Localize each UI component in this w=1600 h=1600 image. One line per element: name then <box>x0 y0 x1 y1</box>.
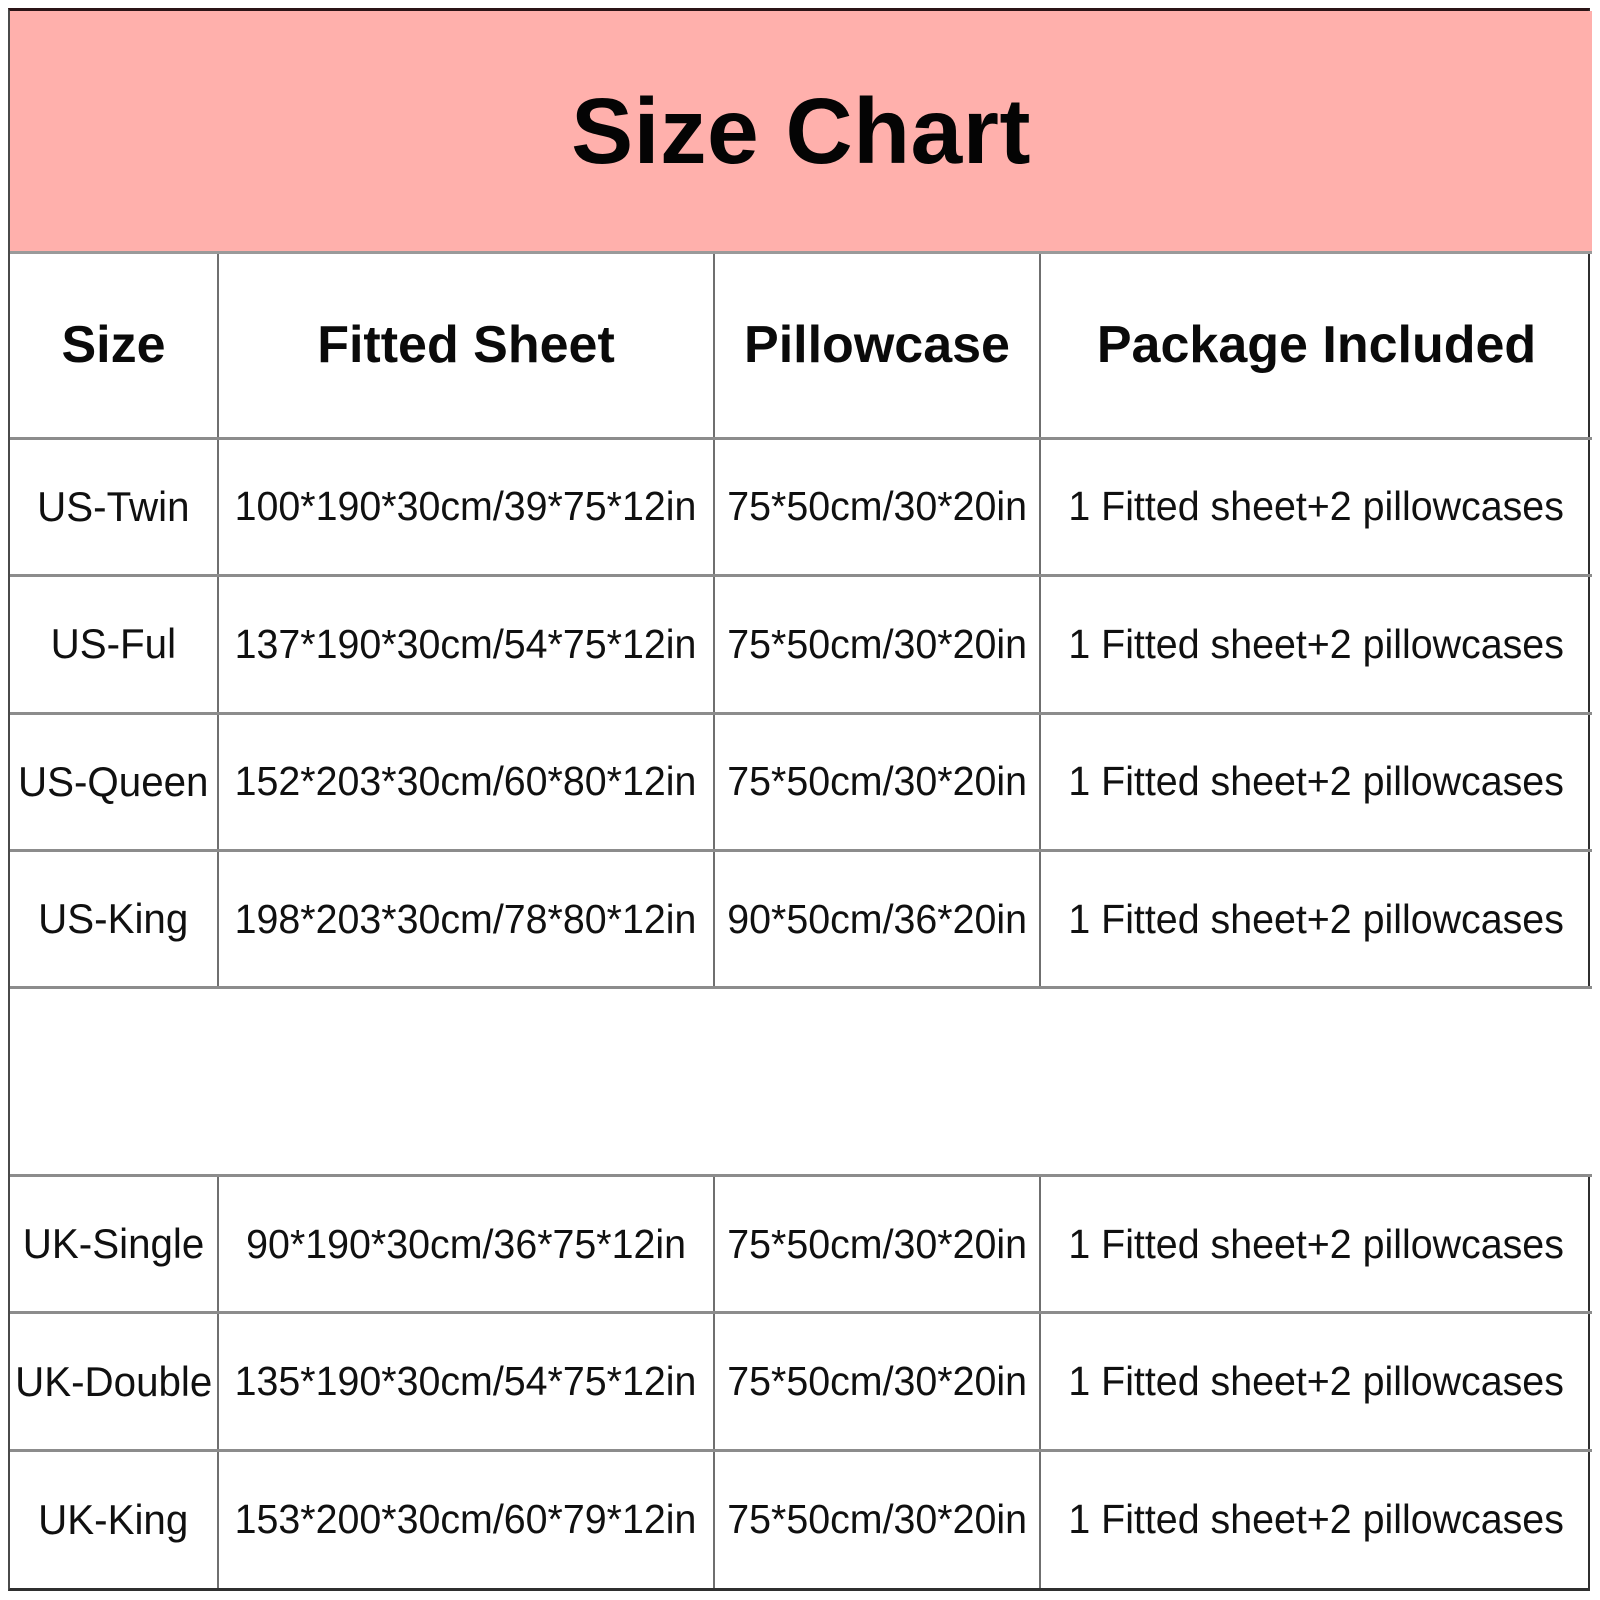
cell-size: UK-King <box>10 1450 219 1588</box>
cell-pillowcase: 75*50cm/30*20in <box>714 575 1041 715</box>
pillowcase-value: 90*50cm/36*20in <box>727 895 1027 942</box>
cell-fitted-sheet: 152*203*30cm/60*80*12in <box>218 713 715 853</box>
cell-pillowcase: 75*50cm/30*20in <box>714 438 1041 578</box>
spacer-cell <box>10 987 1593 1177</box>
fitted-sheet-value: 137*190*30cm/54*75*12in <box>235 620 697 667</box>
pillowcase-value: 75*50cm/30*20in <box>727 483 1027 530</box>
cell-size: US-King <box>10 850 219 990</box>
table-row: UK-Double 135*190*30cm/54*75*12in 75*50c… <box>10 1312 1593 1452</box>
column-header-fitted-sheet-label: Fitted Sheet <box>317 316 615 375</box>
pillowcase-value: 75*50cm/30*20in <box>727 758 1027 805</box>
size-value: UK-King <box>38 1495 189 1543</box>
spacer-row <box>10 987 1593 1177</box>
table-row: US-Ful 137*190*30cm/54*75*12in 75*50cm/3… <box>10 575 1593 715</box>
cell-package-included: 1 Fitted sheet+2 pillowcases <box>1040 1175 1593 1315</box>
cell-fitted-sheet: 135*190*30cm/54*75*12in <box>218 1312 715 1452</box>
column-header-package-included: Package Included <box>1040 252 1593 440</box>
package-included-value: 1 Fitted sheet+2 pillowcases <box>1068 1358 1565 1405</box>
cell-fitted-sheet: 153*200*30cm/60*79*12in <box>218 1450 715 1588</box>
cell-package-included: 1 Fitted sheet+2 pillowcases <box>1040 850 1593 990</box>
cell-size: US-Queen <box>10 713 219 853</box>
cell-fitted-sheet: 137*190*30cm/54*75*12in <box>218 575 715 715</box>
column-header-size-label: Size <box>61 316 166 375</box>
table-row: UK-King 153*200*30cm/60*79*12in 75*50cm/… <box>10 1450 1592 1588</box>
cell-package-included: 1 Fitted sheet+2 pillowcases <box>1040 438 1593 578</box>
package-included-value: 1 Fitted sheet+2 pillowcases <box>1068 620 1565 667</box>
column-header-size: Size <box>10 252 219 440</box>
cell-size: US-Ful <box>10 575 219 715</box>
cell-size: UK-Single <box>10 1175 219 1315</box>
column-header-pillowcase-label: Pillowcase <box>744 316 1010 375</box>
fitted-sheet-value: 198*203*30cm/78*80*12in <box>235 895 697 942</box>
package-included-value: 1 Fitted sheet+2 pillowcases <box>1068 758 1565 805</box>
cell-size: UK-Double <box>10 1312 219 1452</box>
pillowcase-value: 75*50cm/30*20in <box>727 1496 1027 1543</box>
package-included-value: 1 Fitted sheet+2 pillowcases <box>1068 1496 1565 1543</box>
cell-pillowcase: 75*50cm/30*20in <box>714 713 1041 853</box>
size-chart-table-container: Size Chart Size Fitted Sheet Pillowcase <box>8 8 1593 1591</box>
cell-pillowcase: 75*50cm/30*20in <box>714 1175 1041 1315</box>
table-row: US-Queen 152*203*30cm/60*80*12in 75*50cm… <box>10 713 1593 853</box>
cell-package-included: 1 Fitted sheet+2 pillowcases <box>1040 713 1593 853</box>
size-value: UK-Single <box>22 1220 205 1268</box>
column-header-pillowcase: Pillowcase <box>714 252 1041 440</box>
size-value: US-Ful <box>50 620 177 668</box>
table-row: UK-Single 90*190*30cm/36*75*12in 75*50cm… <box>10 1175 1593 1315</box>
cell-pillowcase: 75*50cm/30*20in <box>714 1312 1041 1452</box>
package-included-value: 1 Fitted sheet+2 pillowcases <box>1068 895 1565 942</box>
cell-fitted-sheet: 198*203*30cm/78*80*12in <box>218 850 715 990</box>
cell-package-included: 1 Fitted sheet+2 pillowcases <box>1040 575 1593 715</box>
table-row: US-King 198*203*30cm/78*80*12in 90*50cm/… <box>10 850 1593 990</box>
column-header-row: Size Fitted Sheet Pillowcase Package Inc… <box>10 252 1593 440</box>
fitted-sheet-value: 153*200*30cm/60*79*12in <box>235 1496 697 1543</box>
pillowcase-value: 75*50cm/30*20in <box>727 1358 1027 1405</box>
cell-size: US-Twin <box>10 438 219 578</box>
column-header-package-included-label: Package Included <box>1096 316 1537 375</box>
fitted-sheet-value: 100*190*30cm/39*75*12in <box>235 483 697 530</box>
fitted-sheet-value: 90*190*30cm/36*75*12in <box>246 1220 686 1267</box>
size-value: UK-Double <box>14 1357 213 1405</box>
size-value: US-Twin <box>37 482 190 530</box>
cell-pillowcase: 75*50cm/30*20in <box>714 1450 1041 1588</box>
pillowcase-value: 75*50cm/30*20in <box>727 1220 1027 1267</box>
package-included-value: 1 Fitted sheet+2 pillowcases <box>1068 483 1565 530</box>
page-title: Size Chart <box>571 78 1031 183</box>
size-chart-table: Size Chart Size Fitted Sheet Pillowcase <box>10 11 1593 1588</box>
cell-fitted-sheet: 90*190*30cm/36*75*12in <box>218 1175 715 1315</box>
cell-package-included: 1 Fitted sheet+2 pillowcases <box>1040 1450 1592 1588</box>
fitted-sheet-value: 152*203*30cm/60*80*12in <box>235 758 697 805</box>
size-value: US-Queen <box>18 757 209 805</box>
size-value: US-King <box>38 895 189 943</box>
cell-package-included: 1 Fitted sheet+2 pillowcases <box>1040 1312 1593 1452</box>
pillowcase-value: 75*50cm/30*20in <box>727 620 1027 667</box>
package-included-value: 1 Fitted sheet+2 pillowcases <box>1068 1220 1565 1267</box>
fitted-sheet-value: 135*190*30cm/54*75*12in <box>235 1358 697 1405</box>
cell-pillowcase: 90*50cm/36*20in <box>714 850 1041 990</box>
column-header-fitted-sheet: Fitted Sheet <box>218 252 715 440</box>
table-row: US-Twin 100*190*30cm/39*75*12in 75*50cm/… <box>10 438 1593 578</box>
cell-fitted-sheet: 100*190*30cm/39*75*12in <box>218 438 715 578</box>
banner-cell: Size Chart <box>10 11 1593 255</box>
banner-row: Size Chart <box>10 11 1593 255</box>
